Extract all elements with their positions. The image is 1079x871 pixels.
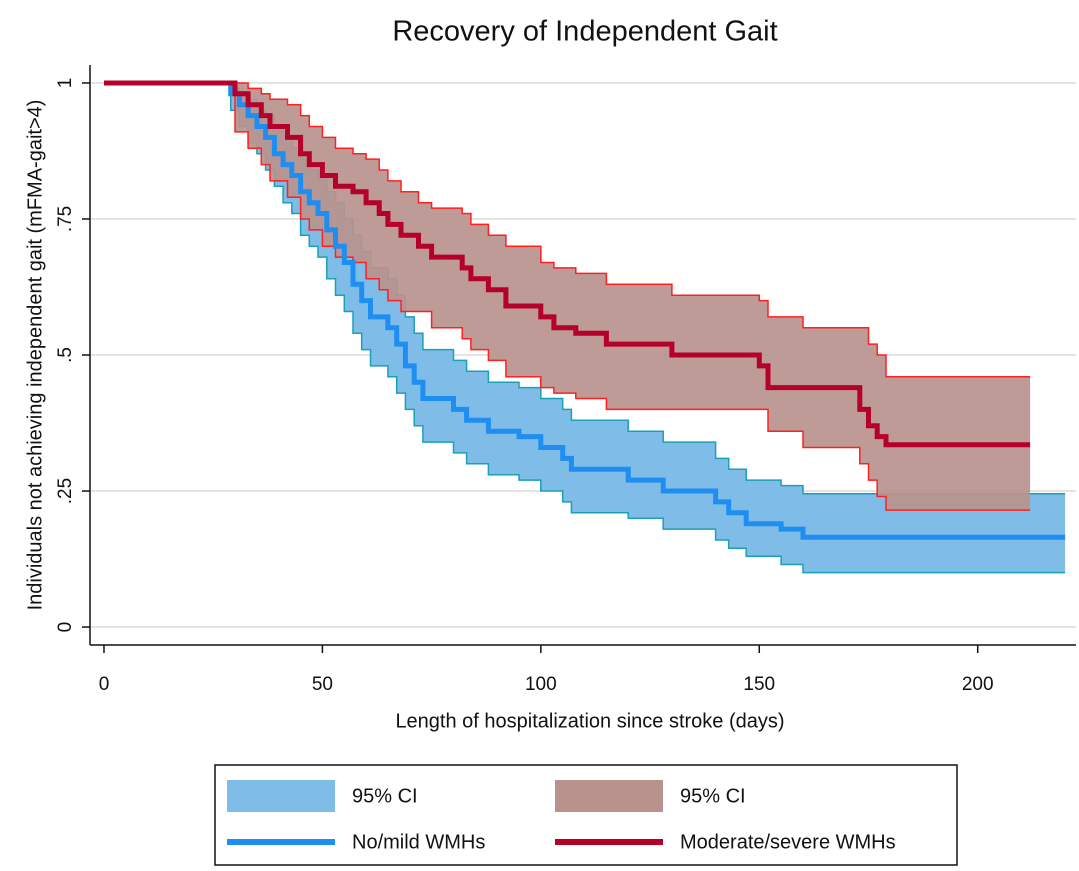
- x-tick-label: 100: [525, 674, 557, 695]
- legend-ci-label: 95% CI: [352, 785, 418, 807]
- y-axis-label: Individuals not achieving independent ga…: [24, 100, 46, 611]
- y-tick-label: .5: [55, 347, 76, 363]
- ci-lower-edge: [104, 82, 1031, 511]
- x-tick-label: 0: [99, 674, 110, 695]
- y-tick-label: .75: [55, 206, 76, 232]
- legend-ci-swatch: [227, 780, 335, 812]
- y-tick-label: 1: [55, 78, 76, 89]
- ci-band: [104, 83, 1031, 511]
- x-tick-label: 200: [962, 674, 994, 695]
- legend-label: Moderate/severe WMHs: [680, 831, 896, 853]
- y-tick-label: 0: [55, 622, 76, 633]
- legend-label: No/mild WMHs: [352, 831, 485, 853]
- ci-upper-edge: [104, 82, 1031, 378]
- chart-title: Recovery of Independent Gait: [392, 16, 777, 48]
- legend-ci-swatch: [555, 780, 663, 812]
- x-axis-label: Length of hospitalization since stroke (…: [395, 710, 784, 732]
- y-tick-label: .25: [55, 478, 76, 504]
- survival-line: [104, 80, 1066, 540]
- x-tick-label: 150: [743, 674, 775, 695]
- x-tick-label: 50: [312, 674, 333, 695]
- legend-ci-label: 95% CI: [680, 785, 746, 807]
- survival-line: [104, 80, 1031, 448]
